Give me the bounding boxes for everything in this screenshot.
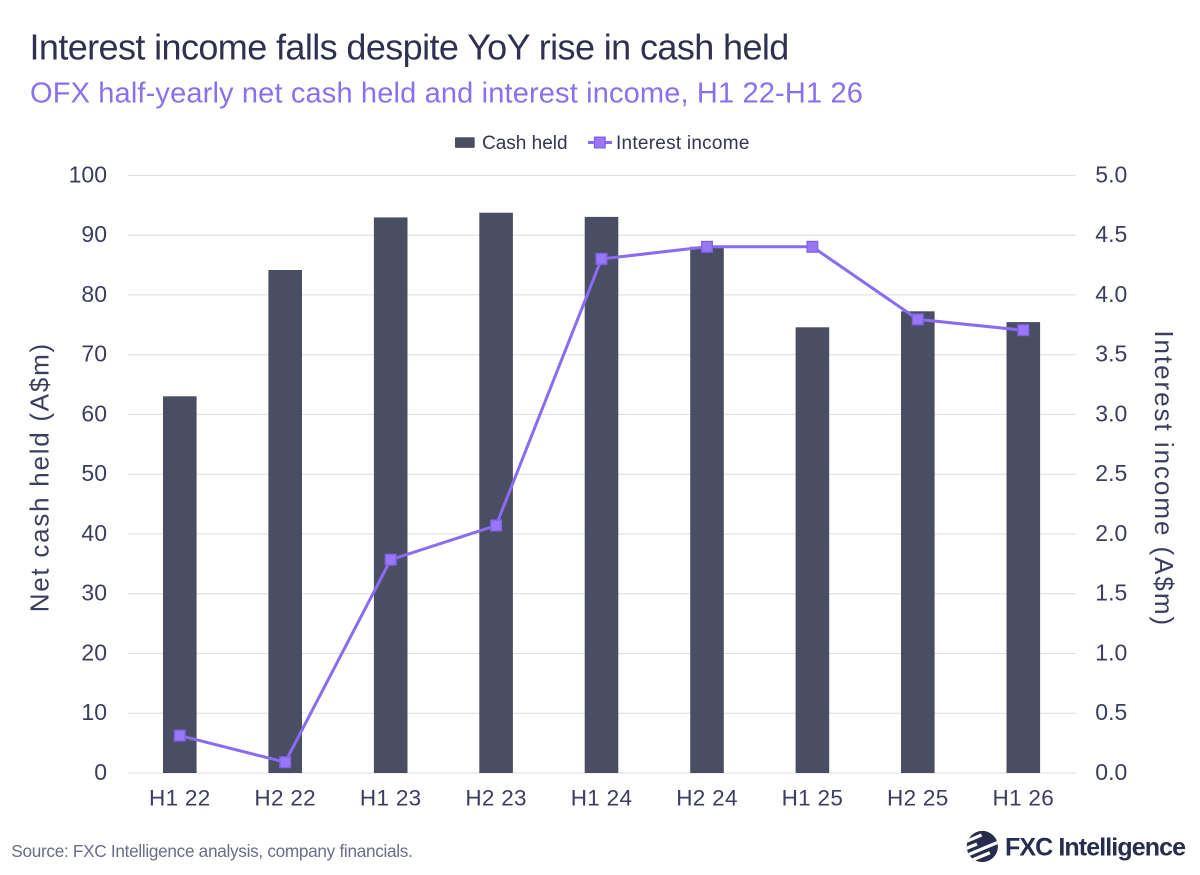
svg-text:4.0: 4.0: [1095, 281, 1127, 307]
svg-text:H1 22: H1 22: [149, 785, 211, 810]
svg-text:20: 20: [81, 640, 107, 666]
svg-text:3.0: 3.0: [1095, 400, 1127, 426]
svg-text:30: 30: [81, 580, 107, 606]
svg-text:H2 25: H2 25: [887, 785, 949, 810]
svg-text:90: 90: [81, 221, 107, 247]
svg-text:10: 10: [81, 699, 107, 725]
svg-text:Net cash held (A$m): Net cash held (A$m): [25, 342, 55, 612]
svg-text:H2 24: H2 24: [676, 785, 738, 810]
svg-text:0.0: 0.0: [1095, 759, 1127, 785]
svg-text:4.5: 4.5: [1095, 221, 1127, 247]
svg-text:40: 40: [81, 520, 107, 546]
svg-text:0.5: 0.5: [1095, 699, 1127, 725]
svg-text:80: 80: [81, 281, 107, 307]
svg-text:0: 0: [94, 759, 107, 785]
svg-text:Source: FXC Intelligence analy: Source: FXC Intelligence analysis, compa…: [11, 841, 412, 861]
svg-text:H1 24: H1 24: [571, 785, 633, 810]
svg-text:50: 50: [81, 460, 107, 486]
svg-text:Interest income: Interest income: [616, 133, 750, 154]
svg-text:H1 25: H1 25: [782, 785, 844, 810]
svg-text:100: 100: [69, 161, 107, 187]
svg-text:FXC Intelligence: FXC Intelligence: [1005, 834, 1186, 862]
svg-text:3.5: 3.5: [1095, 341, 1127, 367]
svg-text:2.5: 2.5: [1095, 460, 1127, 486]
svg-text:Cash held: Cash held: [482, 133, 568, 154]
svg-text:70: 70: [81, 341, 107, 367]
svg-text:Interest income (A$m): Interest income (A$m): [1149, 330, 1179, 627]
svg-text:H1 23: H1 23: [360, 785, 422, 810]
svg-text:5.0: 5.0: [1095, 161, 1127, 187]
svg-text:H2 23: H2 23: [465, 785, 527, 810]
svg-text:2.0: 2.0: [1095, 520, 1127, 546]
svg-text:OFX half-yearly net cash held: OFX half-yearly net cash held and intere…: [30, 78, 863, 110]
svg-text:60: 60: [81, 400, 107, 426]
svg-text:1.0: 1.0: [1095, 640, 1127, 666]
svg-text:H1 26: H1 26: [993, 785, 1055, 810]
svg-text:H2 22: H2 22: [254, 785, 316, 810]
svg-text:1.5: 1.5: [1095, 580, 1127, 606]
svg-text:Interest income falls despite: Interest income falls despite YoY rise i…: [30, 26, 789, 67]
